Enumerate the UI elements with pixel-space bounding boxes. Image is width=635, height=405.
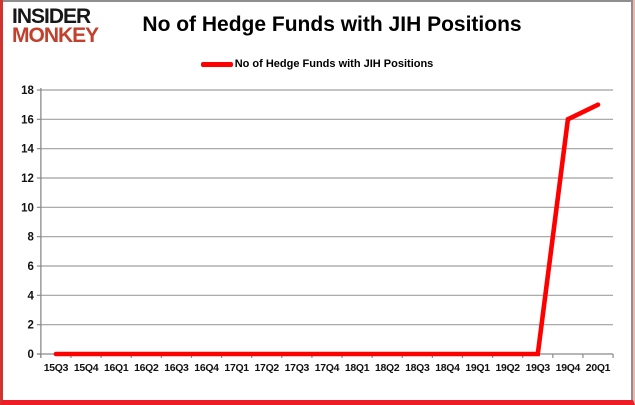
chart-title: No of Hedge Funds with JIH Positions — [142, 13, 522, 36]
x-axis-tick-label: 19Q3 — [526, 363, 551, 374]
x-axis-tick-label: 20Q1 — [586, 363, 611, 374]
x-axis-tick-label: 19Q2 — [495, 363, 520, 374]
y-axis-tick-label: 6 — [28, 261, 34, 273]
chart-plot-area: 0 2 4 6 8 10 12 14 16 18 15Q3 15Q4 16Q1 16Q2 16Q3 16Q4 1… — [21, 85, 614, 374]
legend-label: No of Hedge Funds with JIH Positions — [234, 58, 434, 70]
y-axis-tick-label: 4 — [28, 290, 35, 302]
y-axis-tick-label: 14 — [21, 144, 34, 156]
x-axis-tick-label: 16Q1 — [104, 363, 129, 374]
x-axis-tick-label: 18Q1 — [345, 363, 370, 374]
x-axis-tick-label: 17Q3 — [285, 363, 310, 374]
x-axis-tick-label: 16Q2 — [134, 363, 159, 374]
x-axis-tick-label: 18Q3 — [405, 363, 430, 374]
y-axis-tick-label: 10 — [21, 202, 34, 214]
x-axis-tick-label: 19Q4 — [556, 363, 581, 374]
insider-monkey-logo: INSIDER MONKEY — [12, 5, 99, 48]
x-axis-tick-label: 19Q1 — [465, 363, 490, 374]
y-axis-tick-label: 18 — [21, 85, 34, 97]
x-axis-tick-label: 18Q2 — [375, 363, 400, 374]
chart-background: INSIDER MONKEY No of Hedge Funds with JI… — [3, 0, 633, 400]
logo-text-insider: INSIDER — [12, 5, 91, 28]
logo-text-monkey: MONKEY — [12, 24, 99, 48]
x-axis-tick-label: 16Q4 — [194, 363, 219, 374]
legend: No of Hedge Funds with JIH Positions — [3, 58, 631, 70]
x-axis-tick-label: 18Q4 — [435, 363, 460, 374]
y-axis-tick-label: 8 — [28, 232, 35, 244]
x-axis-tick-label: 17Q4 — [315, 363, 340, 374]
x-axis-tick-label: 15Q3 — [44, 363, 69, 374]
x-axis-tick-label: 16Q3 — [164, 363, 189, 374]
y-axis-tick-label: 0 — [28, 349, 34, 361]
series-line-jih — [53, 102, 601, 357]
title-row: No of Hedge Funds with JIH Positions — [43, 13, 621, 37]
x-axis-tick-label: 15Q4 — [74, 363, 99, 374]
y-axis-tick-label: 12 — [21, 173, 34, 185]
x-axis-tick-label: 17Q1 — [224, 363, 249, 374]
y-axis-tick-label: 2 — [28, 320, 34, 332]
x-axis-tick-label: 17Q2 — [255, 363, 280, 374]
y-axis-tick-label: 16 — [21, 114, 34, 126]
legend-line-swatch — [200, 61, 233, 67]
